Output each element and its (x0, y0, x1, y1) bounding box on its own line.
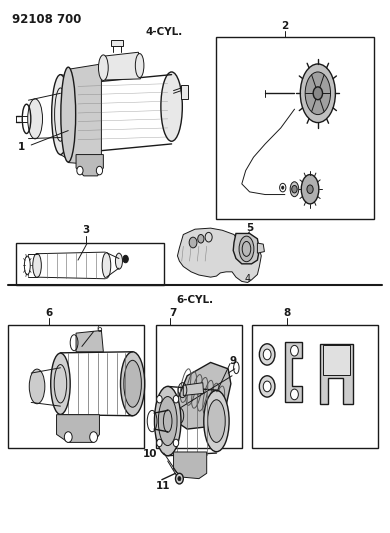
Circle shape (189, 237, 197, 248)
Bar (16, 243, 164, 285)
Ellipse shape (98, 55, 108, 80)
Bar (181, 85, 188, 99)
Circle shape (313, 87, 323, 100)
Text: 9: 9 (230, 357, 237, 366)
Polygon shape (57, 415, 99, 442)
Text: 6: 6 (97, 325, 102, 334)
Polygon shape (60, 75, 76, 163)
Ellipse shape (61, 67, 76, 162)
Bar (252, 325, 378, 448)
Polygon shape (105, 52, 140, 80)
Circle shape (157, 439, 162, 447)
Ellipse shape (28, 99, 43, 139)
Text: 1: 1 (18, 142, 25, 151)
Polygon shape (176, 362, 231, 429)
Ellipse shape (204, 390, 229, 452)
Bar (111, 40, 123, 46)
Ellipse shape (51, 353, 70, 415)
Circle shape (198, 235, 204, 243)
Ellipse shape (121, 352, 145, 416)
Polygon shape (320, 344, 353, 404)
Ellipse shape (290, 182, 299, 197)
Circle shape (178, 477, 181, 481)
Ellipse shape (300, 64, 335, 123)
Ellipse shape (102, 253, 111, 278)
Polygon shape (174, 452, 207, 479)
Circle shape (259, 344, 275, 365)
Text: 4-CYL.: 4-CYL. (145, 27, 183, 37)
Ellipse shape (115, 253, 122, 269)
Circle shape (90, 432, 98, 442)
Circle shape (291, 389, 298, 400)
Ellipse shape (135, 53, 144, 78)
Ellipse shape (305, 72, 330, 115)
Text: 6: 6 (45, 308, 52, 318)
Ellipse shape (154, 386, 181, 456)
Ellipse shape (124, 360, 142, 407)
Bar (323, 345, 350, 375)
Circle shape (263, 349, 271, 360)
Circle shape (173, 439, 179, 447)
Circle shape (77, 166, 83, 175)
Ellipse shape (239, 236, 254, 262)
Text: 4: 4 (245, 274, 251, 284)
Circle shape (123, 255, 128, 263)
Polygon shape (183, 383, 204, 395)
Bar (156, 325, 242, 448)
Ellipse shape (158, 397, 177, 446)
Circle shape (307, 185, 313, 193)
Ellipse shape (33, 254, 41, 278)
Text: 8: 8 (283, 308, 290, 318)
Circle shape (96, 166, 103, 175)
Ellipse shape (51, 75, 69, 155)
Polygon shape (285, 342, 302, 402)
Polygon shape (177, 228, 261, 282)
Ellipse shape (29, 369, 45, 404)
Ellipse shape (161, 72, 182, 141)
Text: 11: 11 (156, 481, 170, 491)
Text: 6-CYL.: 6-CYL. (176, 295, 214, 305)
Polygon shape (76, 330, 103, 352)
Ellipse shape (301, 175, 319, 204)
Text: 3: 3 (82, 225, 89, 235)
Polygon shape (257, 243, 264, 253)
Circle shape (282, 186, 284, 189)
Text: 92108 700: 92108 700 (12, 13, 81, 26)
Ellipse shape (207, 400, 225, 442)
Circle shape (326, 352, 337, 367)
Circle shape (173, 395, 179, 403)
Text: 2: 2 (281, 21, 288, 30)
Bar (216, 37, 374, 219)
Text: 10: 10 (143, 449, 158, 459)
Circle shape (157, 395, 162, 403)
Circle shape (259, 376, 275, 397)
Polygon shape (233, 233, 259, 264)
Circle shape (292, 185, 297, 193)
Circle shape (64, 432, 72, 442)
Circle shape (263, 381, 271, 392)
Polygon shape (68, 64, 101, 165)
Polygon shape (76, 155, 103, 176)
Bar (8, 325, 144, 448)
Circle shape (291, 345, 298, 356)
Circle shape (176, 473, 183, 484)
Text: 7: 7 (170, 308, 177, 318)
Text: 5: 5 (246, 223, 253, 233)
